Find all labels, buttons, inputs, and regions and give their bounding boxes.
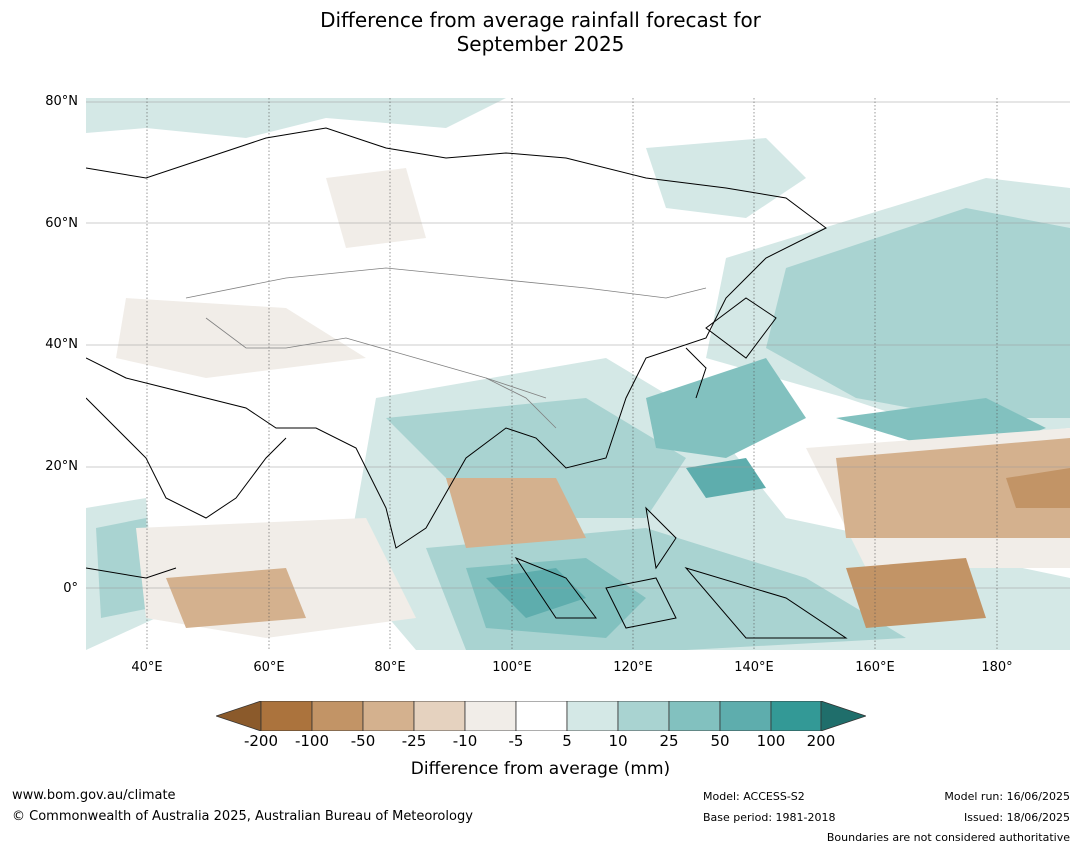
colorbar-tick: 10 (608, 732, 628, 750)
dry-anomaly-medium (166, 438, 1070, 628)
base-period-text: Base period: 1981-2018 (703, 811, 836, 824)
colorbar-tick: -50 (350, 732, 376, 750)
dry-anomaly-strong (846, 468, 1070, 628)
colorbar-bin-7 (566, 701, 619, 731)
lon-label-140e: 140°E (734, 660, 774, 675)
website-link[interactable]: www.bom.gov.au/climate (12, 788, 176, 803)
colorbar-tick: 5 (562, 732, 572, 750)
lat-label-40n: 40°N (45, 337, 78, 352)
lat-label-60n: 60°N (45, 216, 78, 231)
colorbar-tick: 200 (806, 732, 836, 750)
map-canvas (86, 98, 1070, 650)
colorbar-tick: -100 (294, 732, 330, 750)
lat-label-20n: 20°N (45, 459, 78, 474)
lat-label-0: 0° (63, 581, 78, 596)
colorbar-tick: 100 (756, 732, 786, 750)
colorbar-bin-2 (311, 701, 364, 731)
colorbar-bin-4 (413, 701, 466, 731)
lon-label-100e: 100°E (492, 660, 532, 675)
colorbar-tick: -10 (452, 732, 478, 750)
colorbar-extend-low (216, 701, 262, 731)
colorbar-bin-6 (515, 701, 568, 731)
lon-label-60e: 60°E (253, 660, 285, 675)
colorbar-bin-3 (362, 701, 415, 731)
issued-text: Issued: 18/06/2025 (963, 811, 1070, 824)
coastlines (86, 127, 848, 639)
colorbar-tick: -5 (508, 732, 524, 750)
lon-label-160e: 160°E (855, 660, 895, 675)
lon-label-180: 180° (981, 660, 1013, 675)
wet-anomaly-very-strong (486, 458, 766, 618)
colorbar-bin-5 (464, 701, 517, 731)
disclaimer-text: Boundaries are not considered authoritat… (826, 831, 1070, 844)
title-line-2: September 2025 (456, 32, 625, 56)
rainfall-map[interactable] (86, 98, 1070, 650)
wet-anomaly-medium (96, 208, 1070, 650)
model-text: Model: ACCESS-S2 (703, 790, 805, 803)
colorbar-label: Difference from average (mm) (410, 759, 671, 779)
colorbar-extend-high (820, 701, 866, 731)
lat-label-80n: 80°N (45, 94, 78, 109)
colorbar-bin-8 (617, 701, 670, 731)
lon-label-40e: 40°E (131, 660, 163, 675)
colorbar (216, 701, 866, 731)
colorbar-bin-1 (260, 701, 313, 731)
copyright-text: © Commonwealth of Australia 2025, Austra… (12, 809, 473, 824)
lon-label-120e: 120°E (613, 660, 653, 675)
colorbar-tick: 25 (659, 732, 679, 750)
title-line-1: Difference from average rainfall forecas… (320, 8, 761, 32)
colorbar-tick: -25 (401, 732, 427, 750)
colorbar-tick: -200 (243, 732, 279, 750)
country-borders (185, 267, 707, 429)
map-title: Difference from average rainfall forecas… (0, 8, 1081, 56)
meridians (146, 98, 998, 650)
model-run-text: Model run: 16/06/2025 (944, 790, 1070, 803)
colorbar-bin-9 (668, 701, 721, 731)
colorbar-bin-11 (770, 701, 822, 731)
lon-label-80e: 80°E (374, 660, 406, 675)
gridlines (86, 101, 1070, 589)
colorbar-tick: 50 (710, 732, 730, 750)
colorbar-bin-10 (719, 701, 772, 731)
